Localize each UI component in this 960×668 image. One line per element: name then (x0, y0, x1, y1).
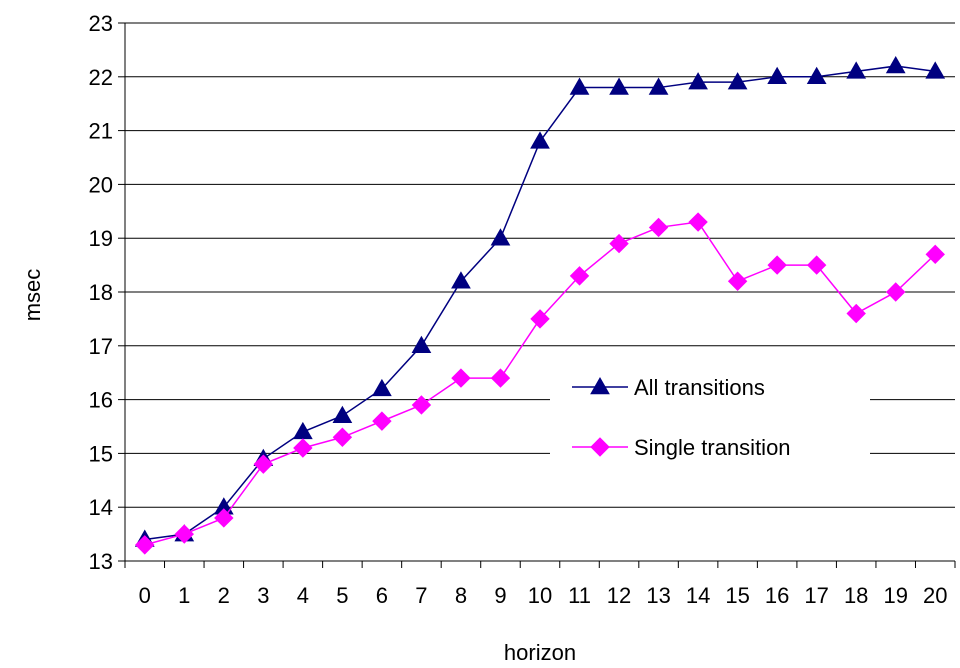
data-point (925, 61, 946, 79)
x-tick-label: 13 (646, 583, 670, 608)
data-point (411, 335, 432, 354)
data-point (451, 271, 471, 289)
x-tick-label: 0 (139, 583, 151, 608)
data-point (925, 244, 945, 265)
data-point (332, 405, 353, 423)
y-tick-label: 19 (89, 226, 113, 251)
data-point (767, 255, 787, 275)
data-point (253, 454, 274, 474)
x-tick-label: 19 (883, 583, 907, 608)
x-tick-label: 17 (804, 583, 828, 608)
x-tick-label: 18 (844, 583, 868, 608)
x-tick-label: 9 (494, 583, 506, 608)
x-tick-label: 6 (376, 583, 388, 608)
data-point (292, 421, 313, 440)
x-tick-label: 1 (178, 583, 190, 608)
x-tick-label: 8 (455, 583, 467, 608)
data-point (688, 212, 708, 232)
data-point (569, 266, 590, 286)
data-point (609, 233, 629, 254)
data-point (806, 66, 827, 85)
y-tick-label: 15 (89, 441, 113, 466)
x-tick-label: 12 (607, 583, 631, 608)
y-tick-label: 23 (89, 11, 113, 36)
y-tick-label: 18 (89, 280, 113, 305)
data-point (569, 77, 590, 95)
x-tick-label: 20 (923, 583, 947, 608)
x-axis-title: horizon (504, 640, 576, 665)
x-tick-label: 2 (218, 583, 230, 608)
data-point (490, 368, 511, 388)
data-point (530, 309, 550, 329)
legend-item: All transitions (572, 375, 765, 400)
legend: All transitions Single transition (550, 362, 870, 472)
y-tick-label: 21 (89, 119, 113, 144)
legend-marker (590, 376, 610, 395)
legend-item: Single transition (572, 435, 791, 460)
data-point (885, 56, 906, 74)
data-point (135, 535, 155, 555)
x-tick-labels: 0 1 2 3 4 5 6 7 8 9 10 11 12 13 14 15 16 17 18 19 20 (139, 583, 948, 608)
data-point (332, 427, 353, 447)
data-point (846, 61, 867, 79)
data-point (806, 255, 827, 275)
data-point (648, 217, 669, 238)
x-tick-label: 15 (725, 583, 749, 608)
data-point (727, 271, 748, 291)
axes (118, 22, 956, 568)
data-point (886, 282, 906, 302)
x-tick-label: 4 (297, 583, 309, 608)
y-tick-labels: 13 14 15 16 17 18 19 20 21 22 23 (89, 11, 113, 574)
legend-marker (590, 437, 610, 457)
y-tick-label: 20 (89, 172, 113, 197)
data-point (727, 72, 748, 90)
legend-box (550, 362, 870, 472)
data-point (767, 66, 788, 85)
x-tick-label: 11 (568, 583, 591, 608)
y-tick-label: 22 (89, 65, 113, 90)
x-tick-label: 16 (765, 583, 789, 608)
data-point (411, 395, 432, 415)
data-point (490, 228, 511, 246)
y-axis-title: msec (20, 269, 45, 322)
data-point (214, 508, 234, 528)
data-point (846, 303, 866, 324)
x-tick-label: 5 (336, 583, 348, 608)
data-point (372, 378, 392, 397)
data-point (372, 411, 392, 431)
data-point (293, 438, 313, 458)
y-tick-label: 16 (89, 388, 113, 413)
x-tick-label: 7 (415, 583, 427, 608)
data-point (609, 77, 629, 95)
series-layer (134, 56, 946, 555)
y-tick-label: 14 (89, 495, 113, 520)
x-tick-label: 3 (257, 583, 269, 608)
y-tick-label: 17 (89, 334, 113, 359)
x-tick-label: 14 (686, 583, 710, 608)
data-point (451, 368, 471, 388)
series-1 (135, 212, 945, 555)
legend-label: Single transition (634, 435, 791, 460)
data-point (648, 77, 669, 95)
data-point (530, 131, 550, 149)
legend-label: All transitions (634, 375, 765, 400)
data-point (174, 524, 194, 544)
y-tick-label: 13 (89, 549, 113, 574)
x-tick-label: 10 (528, 583, 552, 608)
data-point (688, 72, 708, 90)
